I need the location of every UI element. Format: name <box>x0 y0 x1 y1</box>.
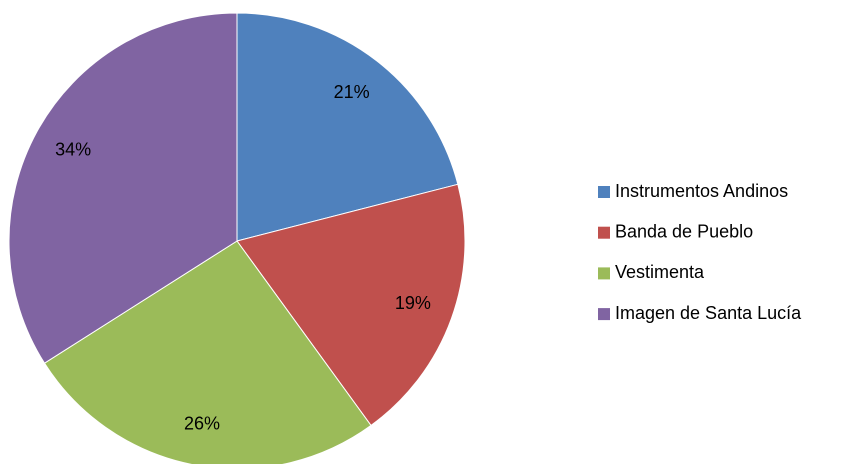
pie-slice <box>43 240 372 464</box>
legend-label: Banda de Pueblo <box>615 221 753 241</box>
data-label: 19% <box>395 293 431 313</box>
legend-swatch <box>598 226 610 239</box>
pie-slice <box>236 12 459 242</box>
legend-label: Imagen de Santa Lucía <box>615 303 802 323</box>
data-label: 26% <box>184 413 220 433</box>
legend-swatch <box>598 267 610 280</box>
legend-swatch <box>598 186 610 198</box>
pie-slice <box>236 183 466 427</box>
data-label: 34% <box>55 140 91 160</box>
pie-slice <box>8 12 238 364</box>
legend-label: Instrumentos Andinos <box>615 181 788 201</box>
legend-label: Vestimenta <box>615 262 705 282</box>
data-label: 21% <box>334 82 370 102</box>
legend-swatch <box>598 308 610 321</box>
